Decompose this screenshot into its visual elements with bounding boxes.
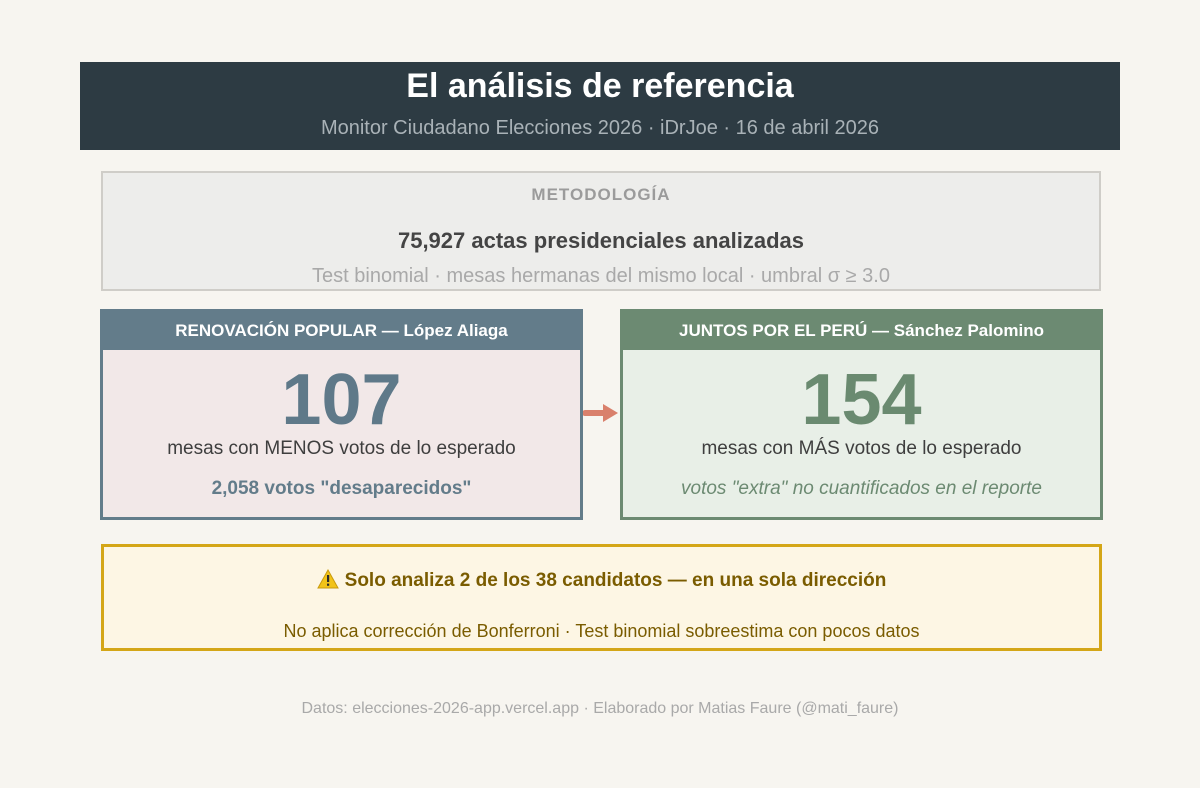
card-renovacion-popular: RENOVACIÓN POPULAR — López Aliaga 107 me… xyxy=(100,309,583,520)
warning-title-row: Solo analiza 2 de los 38 candidatos — en… xyxy=(104,569,1099,592)
warning-title: Solo analiza 2 de los 38 candidatos — en… xyxy=(344,570,887,591)
card-note: votos "extra" no cuantificados en el rep… xyxy=(681,478,1042,499)
header-banner: El análisis de referencia Monitor Ciudad… xyxy=(80,62,1120,150)
methodology-label: METODOLOGÍA xyxy=(531,185,671,204)
warning-icon xyxy=(316,569,339,589)
page-subtitle: Monitor Ciudadano Elecciones 2026 · iDrJ… xyxy=(320,117,880,139)
methodology-box: METODOLOGÍA 75,927 actas presidenciales … xyxy=(101,171,1101,291)
card-note: 2,058 votos "desaparecidos" xyxy=(211,478,472,499)
card-description: mesas con MÁS votos de lo esperado xyxy=(701,438,1022,459)
card-heading: RENOVACIÓN POPULAR — López Aliaga xyxy=(103,312,580,350)
footer-credits: Datos: elecciones-2026-app.vercel.app · … xyxy=(301,700,899,717)
methodology-count: 75,927 actas presidenciales analizadas xyxy=(397,228,805,253)
card-description: mesas con MENOS votos de lo esperado xyxy=(167,438,516,459)
page-title: El análisis de referencia xyxy=(406,67,794,105)
methodology-description: Test binomial · mesas hermanas del mismo… xyxy=(312,265,890,287)
warning-box: Solo analiza 2 de los 38 candidatos — en… xyxy=(101,544,1102,651)
card-juntos-por-el-peru: JUNTOS POR EL PERÚ — Sánchez Palomino 15… xyxy=(620,309,1103,520)
warning-description: No aplica corrección de Bonferroni · Tes… xyxy=(283,621,920,641)
card-number: 107 xyxy=(281,360,402,440)
arrow-right-icon xyxy=(583,404,618,422)
card-number: 154 xyxy=(801,360,922,440)
card-heading: JUNTOS POR EL PERÚ — Sánchez Palomino xyxy=(623,312,1100,350)
